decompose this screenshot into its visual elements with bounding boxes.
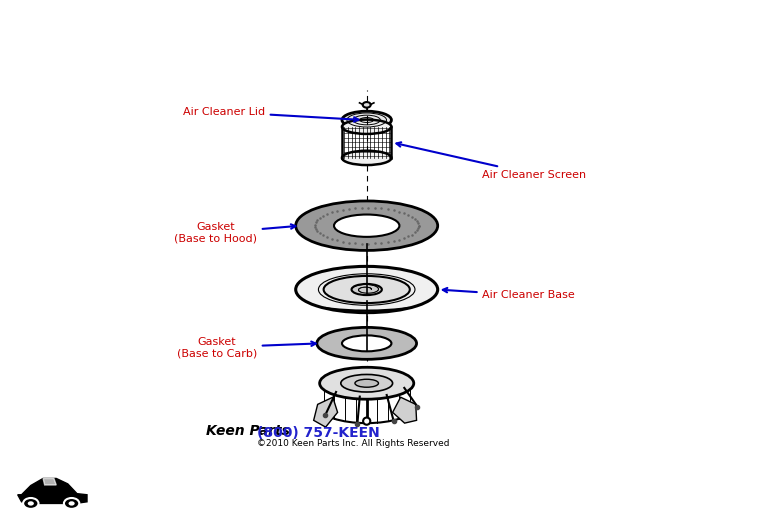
Text: Gasket
(Base to Carb): Gasket (Base to Carb) [177, 337, 316, 358]
Polygon shape [18, 479, 87, 503]
Ellipse shape [296, 201, 437, 250]
Circle shape [23, 498, 38, 509]
Text: Air Cleaner Base: Air Cleaner Base [443, 288, 575, 300]
Text: Keen Parts: Keen Parts [206, 424, 290, 438]
Ellipse shape [320, 367, 413, 399]
Polygon shape [393, 397, 417, 423]
Text: Air Cleaner Screen: Air Cleaner Screen [397, 142, 587, 180]
Text: (800) 757-KEEN: (800) 757-KEEN [257, 426, 380, 440]
Text: ©2010 Keen Parts Inc. All Rights Reserved: ©2010 Keen Parts Inc. All Rights Reserve… [257, 439, 450, 448]
Ellipse shape [363, 102, 370, 108]
Ellipse shape [341, 375, 393, 392]
Ellipse shape [342, 120, 391, 134]
Circle shape [28, 501, 34, 506]
Circle shape [64, 498, 79, 509]
Ellipse shape [342, 335, 391, 351]
Ellipse shape [323, 276, 410, 303]
Circle shape [69, 501, 75, 506]
Text: Air Cleaner Lid: Air Cleaner Lid [182, 107, 358, 122]
Ellipse shape [316, 327, 417, 359]
Ellipse shape [296, 266, 437, 313]
Polygon shape [43, 479, 56, 485]
Polygon shape [313, 397, 337, 427]
Ellipse shape [342, 111, 391, 129]
Text: Gasket
(Base to Hood): Gasket (Base to Hood) [174, 222, 296, 243]
Ellipse shape [355, 379, 379, 387]
Ellipse shape [334, 214, 400, 237]
Ellipse shape [352, 284, 382, 295]
Ellipse shape [342, 151, 391, 165]
Circle shape [363, 418, 370, 425]
